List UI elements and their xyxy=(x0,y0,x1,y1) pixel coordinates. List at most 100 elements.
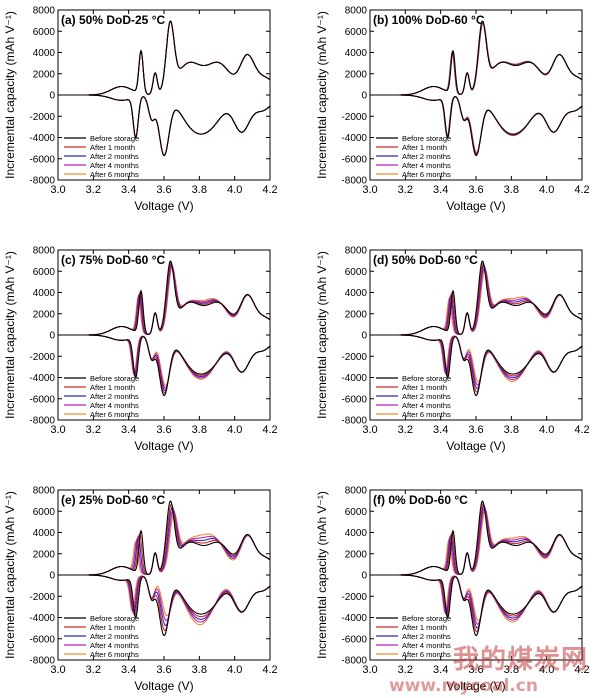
series-charge-after-6-months xyxy=(58,266,270,336)
y-tick-label: -6000 xyxy=(29,394,55,405)
legend-label: After 1 month xyxy=(402,143,447,152)
panel-label: (b) 100% DoD-60 °C xyxy=(373,13,485,27)
legend-label: After 6 months xyxy=(402,650,451,659)
y-tick-label: 6000 xyxy=(33,267,56,278)
x-tick-label: 4.2 xyxy=(574,664,589,676)
x-tick-label: 3.0 xyxy=(50,424,65,436)
y-axis-label: Incremental capacity (mAh V⁻¹) xyxy=(315,491,329,659)
y-tick-label: -8000 xyxy=(29,176,55,187)
curves xyxy=(370,260,582,397)
legend-label: After 4 months xyxy=(90,161,139,170)
legend-label: Before storage xyxy=(90,614,139,623)
y-tick-label: -4000 xyxy=(29,373,55,384)
y-axis-label: Incremental capacity (mAh V⁻¹) xyxy=(315,11,329,179)
y-tick-label: -8000 xyxy=(341,416,367,427)
legend-label: After 2 months xyxy=(90,152,139,161)
y-tick-label: 6000 xyxy=(345,267,368,278)
series-charge-after-2-months xyxy=(370,21,582,96)
x-tick-label: 4.2 xyxy=(574,424,589,436)
y-tick-label: 2000 xyxy=(33,69,56,80)
legend-label: After 1 month xyxy=(90,623,135,632)
legend-label: Before storage xyxy=(402,374,451,383)
y-tick-label: -2000 xyxy=(341,352,367,363)
panel-label: (e) 25% DoD-60 °C xyxy=(61,493,165,507)
y-axis-label: Incremental capacity (mAh V⁻¹) xyxy=(3,491,17,659)
legend-label: After 1 month xyxy=(402,623,447,632)
series-charge-after-4-months xyxy=(370,266,582,336)
x-tick-label: 3.6 xyxy=(156,664,171,676)
x-tick-label: 3.2 xyxy=(86,184,101,196)
y-tick-label: 4000 xyxy=(345,528,368,539)
x-tick-label: 4.0 xyxy=(227,664,242,676)
panel-d: 3.0 3.2 3.4 3.6 3.8 4.0 4.2 -8000 -6000 -4000 -200… xyxy=(315,246,590,454)
x-axis-label: Voltage (V) xyxy=(134,439,193,453)
y-tick-label: 8000 xyxy=(345,486,368,497)
series-discharge-before-storage xyxy=(58,334,270,397)
panel-label: (d) 50% DoD-60 °C xyxy=(373,253,478,267)
x-tick-label: 4.0 xyxy=(539,424,554,436)
legend-label: After 4 months xyxy=(90,401,139,410)
legend-label: Before storage xyxy=(90,374,139,383)
curves xyxy=(58,500,270,637)
y-tick-label: 2000 xyxy=(345,309,368,320)
y-tick-label: 2000 xyxy=(33,549,56,560)
x-tick-label: 3.8 xyxy=(192,424,207,436)
y-tick-label: -6000 xyxy=(29,154,55,165)
y-tick-label: 8000 xyxy=(33,246,56,257)
legend-label: After 6 months xyxy=(402,410,451,419)
series-discharge-before-storage xyxy=(370,574,582,637)
x-axis-label: Voltage (V) xyxy=(134,679,193,693)
y-tick-label: -6000 xyxy=(29,634,55,645)
x-tick-label: 3.2 xyxy=(398,184,413,196)
y-tick-label: 4000 xyxy=(33,288,56,299)
panel-label: (c) 75% DoD-60 °C xyxy=(61,253,165,267)
series-discharge-before-storage xyxy=(370,334,582,397)
series-discharge-before-storage xyxy=(370,94,582,157)
x-tick-label: 4.0 xyxy=(539,184,554,196)
x-tick-label: 3.2 xyxy=(398,664,413,676)
y-axis-label: Incremental capacity (mAh V⁻¹) xyxy=(315,251,329,419)
y-tick-label: 0 xyxy=(49,571,55,582)
y-tick-label: -6000 xyxy=(341,634,367,645)
x-tick-label: 3.8 xyxy=(504,664,519,676)
x-tick-label: 3.0 xyxy=(50,664,65,676)
x-tick-label: 4.0 xyxy=(227,184,242,196)
y-tick-label: 6000 xyxy=(33,27,56,38)
legend-label: After 2 months xyxy=(90,632,139,641)
series-charge-after-4-months xyxy=(58,265,270,336)
y-tick-label: 2000 xyxy=(33,309,56,320)
y-tick-label: -2000 xyxy=(29,592,55,603)
legend-label: After 1 month xyxy=(90,143,135,152)
panel-label: (a) 50% DoD-25 °C xyxy=(61,13,165,27)
series-charge-after-6-months xyxy=(370,22,582,96)
x-tick-label: 3.6 xyxy=(468,424,483,436)
legend-label: Before storage xyxy=(90,134,139,143)
y-tick-label: -4000 xyxy=(29,133,55,144)
y-tick-label: 0 xyxy=(361,331,367,342)
x-tick-label: 3.4 xyxy=(433,424,448,436)
y-tick-label: 0 xyxy=(361,91,367,102)
x-tick-label: 3.4 xyxy=(433,664,448,676)
legend-label: Before storage xyxy=(402,134,451,143)
y-tick-label: 2000 xyxy=(345,69,368,80)
x-axis-label: Voltage (V) xyxy=(446,199,505,213)
series-charge-after-2-months xyxy=(58,506,270,576)
x-tick-label: 3.2 xyxy=(86,424,101,436)
x-tick-label: 3.4 xyxy=(121,664,136,676)
x-tick-label: 3.4 xyxy=(121,424,136,436)
curves xyxy=(58,20,270,157)
panel-b: 3.0 3.2 3.4 3.6 3.8 4.0 4.2 -8000 -6000 -4000 -200… xyxy=(315,6,590,214)
panel-label: (f) 0% DoD-60 °C xyxy=(373,493,468,507)
y-tick-label: -2000 xyxy=(341,592,367,603)
x-tick-label: 4.0 xyxy=(227,424,242,436)
x-tick-label: 4.2 xyxy=(262,424,277,436)
x-tick-label: 3.6 xyxy=(156,424,171,436)
x-tick-label: 3.8 xyxy=(504,424,519,436)
legend-label: After 1 month xyxy=(90,383,135,392)
y-tick-label: 4000 xyxy=(345,48,368,59)
y-tick-label: -8000 xyxy=(341,656,367,667)
series-charge-after-1-month xyxy=(58,20,270,96)
x-axis-label: Voltage (V) xyxy=(134,199,193,213)
x-tick-label: 4.2 xyxy=(574,184,589,196)
